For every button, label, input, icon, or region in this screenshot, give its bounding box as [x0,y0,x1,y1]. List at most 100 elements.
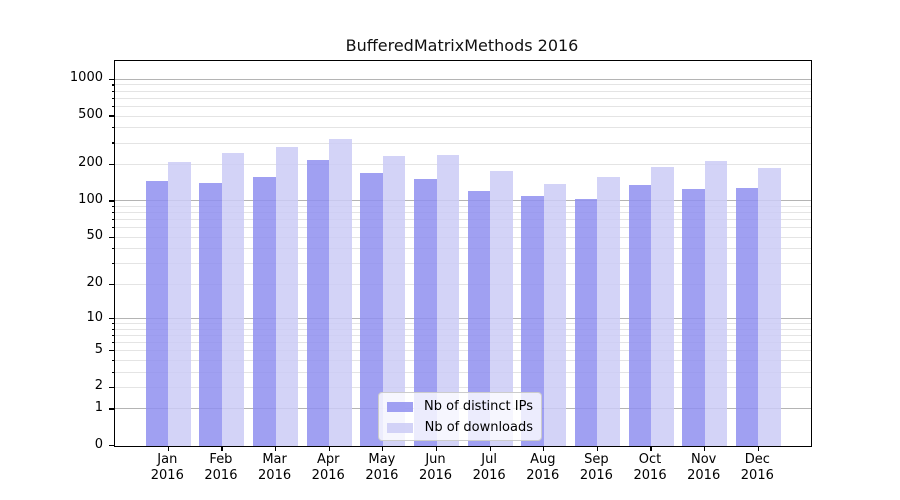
bar-downloads-nov [704,161,728,446]
bar-distinct-ips-feb [199,183,222,446]
y-tick-label: 500 [78,107,103,123]
y-minor-tick [111,248,115,250]
bar-downloads-mar [275,146,299,446]
y-minor-tick [111,142,115,144]
y-tick [109,350,115,352]
y-tick-label: 1 [94,399,103,415]
gridline-minor [115,236,811,238]
x-tick-label: Jun 2016 [418,452,453,483]
y-tick [109,283,115,285]
legend-label-distinct-ips: Nb of distinct IPs [424,399,533,414]
bar-distinct-ips-jun [414,178,437,446]
bar-distinct-ips-apr [306,160,330,446]
x-tick [489,446,491,451]
gridline-minor [115,283,811,285]
bar-distinct-ips-oct [628,184,652,446]
gridline-minor [115,359,811,361]
gridline-minor [115,323,811,325]
y-tick-label: 200 [78,155,103,171]
y-tick-label: 5 [94,341,103,357]
y-minor-tick [111,127,115,129]
y-tick [109,78,115,80]
x-tick-label: Nov 2016 [687,452,721,483]
x-tick [328,446,330,451]
y-minor-tick [111,219,115,221]
x-tick [167,446,169,451]
gridline-minor [115,334,811,336]
y-tick [109,317,115,320]
bar-downloads-jun [436,154,459,446]
y-minor-tick [111,359,115,361]
y-tick-label: 100 [78,191,103,207]
gridline-minor [115,97,811,99]
x-tick [382,446,384,451]
legend: Nb of distinct IPs Nb of downloads [378,392,542,441]
y-minor-tick [111,334,115,337]
gridline-minor [115,386,811,388]
x-tick [704,446,706,451]
bar-distinct-ips-nov [682,189,705,446]
bar-distinct-ips-dec [735,187,759,446]
gridline-minor [115,142,811,144]
y-minor-tick [111,323,115,325]
bar-downloads-apr [329,139,352,446]
bar-distinct-ips-aug [521,196,544,446]
gridline-minor [115,263,811,265]
x-tick [596,446,598,451]
bar-downloads-oct [651,167,674,446]
x-tick-label: Mar 2016 [258,452,292,483]
gridline-minor [115,328,811,330]
gridline-minor [115,105,811,107]
x-tick [757,446,759,451]
bar-distinct-ips-jan [145,181,169,446]
y-minor-tick [111,105,115,107]
y-tick [109,163,115,166]
bar-downloads-feb [221,153,245,446]
gridline-minor [115,115,811,117]
legend-label-downloads: Nb of downloads [424,420,533,435]
gridline-minor [115,219,811,221]
y-tick-label: 0 [94,436,103,452]
legend-swatch-downloads [387,422,413,433]
gridline-minor [115,127,811,129]
gridline-minor [115,227,811,229]
x-tick-label: Jul 2016 [472,452,506,483]
y-tick [109,386,115,389]
y-minor-tick [111,212,115,214]
gridline-minor [115,90,811,92]
y-tick-label: 1000 [69,70,103,86]
x-tick [221,446,223,451]
gridline-minor [115,212,811,214]
gridline-minor [115,371,811,373]
y-tick [109,445,115,447]
x-tick-label: Sep 2016 [579,452,613,483]
y-minor-tick [111,263,115,265]
x-tick-label: Jan 2016 [150,452,184,483]
bar-downloads-may [382,155,406,446]
y-minor-tick [111,328,115,330]
chart-title: BufferedMatrixMethods 2016 [345,36,579,55]
legend-entry-distinct-ips: Nb of distinct IPs [387,399,533,414]
legend-swatch-distinct-ips [387,401,413,412]
bar-distinct-ips-mar [253,176,276,446]
x-tick-label: Oct 2016 [633,452,667,483]
x-tick [650,446,652,451]
y-minor-tick [111,84,115,86]
y-minor-tick [111,227,115,229]
y-tick-label: 10 [86,309,103,325]
x-tick-label: Dec 2016 [740,452,774,483]
gridline-minor [115,248,811,250]
gridline-minor [115,342,811,343]
gridline-minor [115,206,811,207]
x-tick [274,446,277,451]
bar-downloads-dec [758,168,781,446]
x-tick-label: May 2016 [365,452,399,483]
gridline-minor [115,84,811,86]
y-tick-label: 2 [94,378,103,394]
gridline-major [115,78,811,80]
y-minor-tick [111,371,115,373]
y-tick [109,408,115,410]
gridline-minor [115,163,811,165]
y-tick [109,236,115,238]
